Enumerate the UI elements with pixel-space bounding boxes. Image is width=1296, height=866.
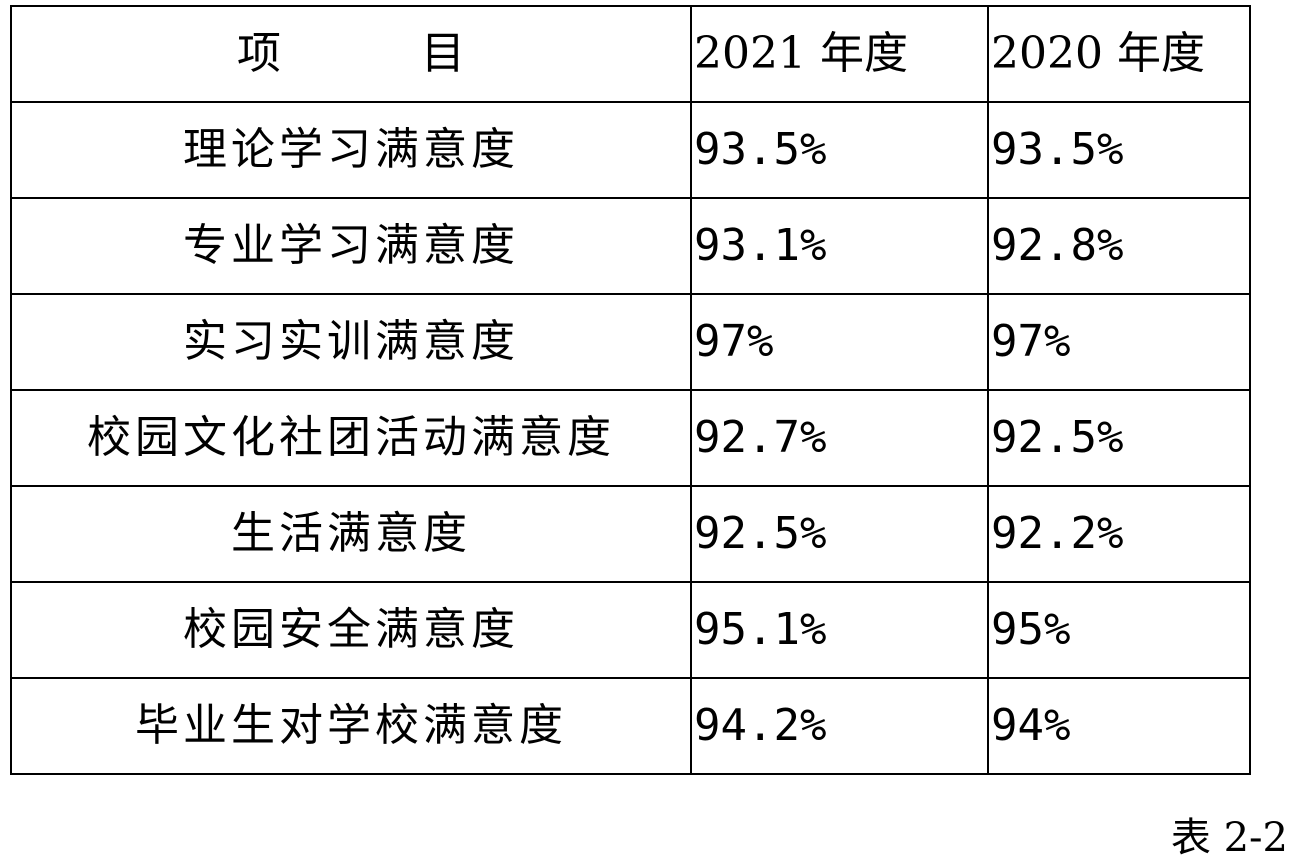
row-item-label: 实习实训满意度 [10, 293, 692, 391]
row-value-2020: 92.2% [987, 485, 1251, 583]
row-value-2021: 94.2% [690, 677, 989, 775]
table-row: 毕业生对学校满意度 94.2% 94% [10, 677, 1251, 775]
header-item-part1: 项 [237, 28, 281, 79]
table-header-row: 项目 2021 年度 2020 年度 [10, 5, 1251, 103]
row-item-label: 生活满意度 [10, 485, 692, 583]
row-value-2021: 93.5% [690, 101, 989, 199]
row-value-2021: 92.5% [690, 485, 989, 583]
table-row: 校园安全满意度 95.1% 95% [10, 581, 1251, 679]
header-item-part2: 目 [421, 28, 465, 79]
header-year-2021: 2021 年度 [690, 5, 989, 103]
row-value-2021: 93.1% [690, 197, 989, 295]
row-value-2020: 93.5% [987, 101, 1251, 199]
row-item-label: 专业学习满意度 [10, 197, 692, 295]
table-caption: 表 2-2 [1170, 815, 1288, 861]
table-row: 专业学习满意度 93.1% 92.8% [10, 197, 1251, 295]
table-row: 生活满意度 92.5% 92.2% [10, 485, 1251, 583]
row-item-label: 校园安全满意度 [10, 581, 692, 679]
table-row: 实习实训满意度 97% 97% [10, 293, 1251, 391]
row-value-2020: 97% [987, 293, 1251, 391]
row-value-2020: 92.5% [987, 389, 1251, 487]
table-row: 校园文化社团活动满意度 92.7% 92.5% [10, 389, 1251, 487]
row-item-label: 毕业生对学校满意度 [10, 677, 692, 775]
row-value-2020: 95% [987, 581, 1251, 679]
row-value-2021: 95.1% [690, 581, 989, 679]
satisfaction-table: 项目 2021 年度 2020 年度 理论学习满意度 93.5% 93.5% 专… [10, 5, 1251, 775]
row-value-2020: 94% [987, 677, 1251, 775]
table-row: 理论学习满意度 93.5% 93.5% [10, 101, 1251, 199]
header-item-cell: 项目 [10, 5, 692, 103]
row-item-label: 校园文化社团活动满意度 [10, 389, 692, 487]
header-year-2020: 2020 年度 [987, 5, 1251, 103]
row-value-2021: 97% [690, 293, 989, 391]
row-value-2020: 92.8% [987, 197, 1251, 295]
row-value-2021: 92.7% [690, 389, 989, 487]
row-item-label: 理论学习满意度 [10, 101, 692, 199]
